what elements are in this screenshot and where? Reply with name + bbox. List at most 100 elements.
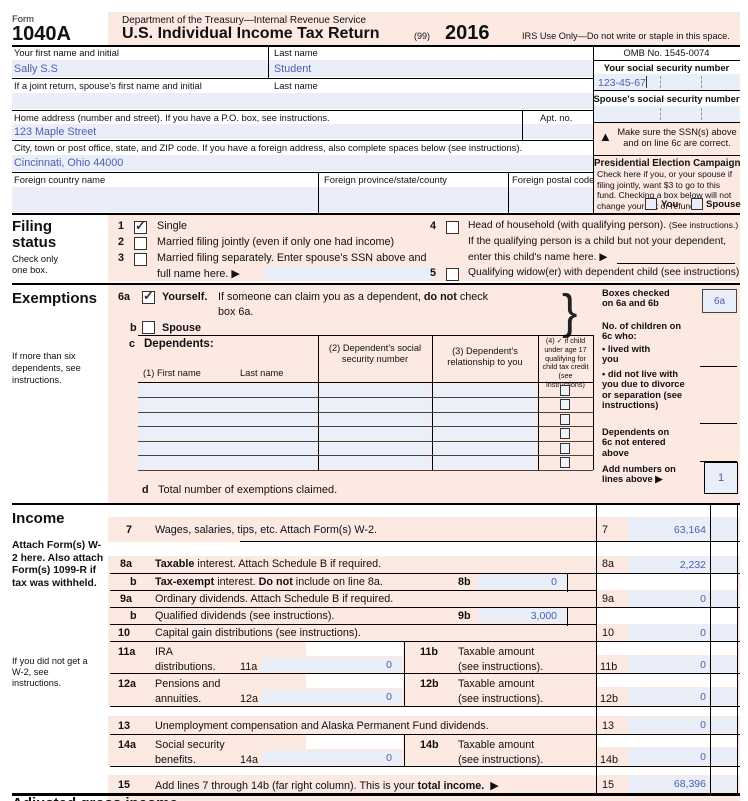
filing-mfs-checkbox[interactable] (134, 253, 147, 266)
amount-field-8b[interactable]: 0 (478, 574, 567, 589)
divider (593, 122, 740, 123)
amount-field-10[interactable]: 0 (628, 624, 737, 641)
pec-you-checkbox[interactable] (645, 198, 657, 210)
dep-child-checkbox[interactable] (560, 399, 570, 410)
line-13-desc: Unemployment compensation and Alaska Per… (155, 720, 489, 732)
first-name-field[interactable]: Sally S.S (14, 63, 58, 75)
dep-child-checkbox[interactable] (560, 457, 570, 468)
dep-child-checkbox[interactable] (560, 428, 570, 439)
amount-field-14a[interactable]: 0 (262, 751, 402, 765)
sidebar-dependents-label: Dependents on 6c not entered above (602, 427, 670, 458)
spouse-exemption-label: Spouse (162, 322, 201, 334)
agency-line: Department of the Treasury—Internal Reve… (122, 15, 367, 26)
col3-header-line2: relationship to you (447, 357, 523, 367)
divider (138, 441, 593, 442)
line-14a-num: 14a (118, 739, 137, 751)
amount-field-11a[interactable]: 0 (262, 658, 402, 672)
spacer (597, 674, 737, 687)
foreign-province-label: Foreign province/state/county (324, 174, 447, 185)
divider (110, 706, 740, 707)
dep-ssn-cell[interactable] (319, 384, 431, 397)
child-name-line[interactable] (617, 263, 735, 264)
amount-field-13[interactable]: 0 (628, 717, 737, 733)
city-field[interactable]: Cincinnati, Ohio 44000 (14, 157, 124, 169)
filing-status-heading: Filing status (12, 218, 57, 251)
dep-relationship-cell[interactable] (433, 398, 537, 411)
line-13-num: 13 (118, 720, 131, 732)
divider (593, 335, 594, 470)
ssn-value[interactable]: 123-45-67 (598, 77, 646, 89)
amount-field-9b[interactable]: 3,000 (478, 608, 567, 623)
dep-relationship-cell[interactable] (433, 456, 537, 469)
dep-relationship-cell[interactable] (433, 384, 537, 397)
last-name-field[interactable]: Student (274, 63, 312, 75)
filing-mfs-label-line2: full name here. ▶ (157, 268, 240, 280)
ssn-field[interactable] (594, 74, 740, 90)
dep-name-cell[interactable] (138, 456, 317, 469)
filing-mfj-checkbox[interactable] (134, 237, 147, 250)
dep-name-cell[interactable] (138, 427, 317, 440)
line-15-ref: 15 (602, 779, 615, 791)
divider (138, 335, 593, 336)
yourself-checkbox[interactable]: ✓ (142, 288, 155, 304)
dep-child-checkbox[interactable] (560, 385, 570, 396)
filing-hoh-checkbox[interactable] (446, 221, 459, 234)
divider (138, 455, 593, 456)
filing-single-checkbox[interactable]: ✓ (134, 218, 147, 234)
dep-ssn-cell[interactable] (319, 442, 431, 455)
divider (110, 766, 740, 767)
line-14b-ref: 14b (600, 754, 619, 766)
divider (318, 335, 319, 470)
amount-field-7[interactable]: 63,164 (628, 518, 737, 541)
dep-ssn-cell[interactable] (319, 456, 431, 469)
dep-child-checkbox[interactable] (560, 443, 570, 454)
dep-relationship-cell[interactable] (433, 413, 537, 426)
dep-name-cell[interactable] (138, 384, 317, 397)
amount-field-9a[interactable]: 0 (628, 590, 737, 607)
amount-field-15[interactable]: 68,396 (628, 776, 737, 792)
foreign-postal-label: Foreign postal code (512, 174, 595, 185)
apt-label: Apt. no. (540, 112, 573, 123)
dep-ssn-cell[interactable] (319, 413, 431, 426)
line-6a-text2: box 6a. (218, 306, 254, 318)
line-6a-num: 6a (118, 291, 131, 303)
divider (318, 172, 319, 213)
divider (522, 110, 523, 140)
dep-relationship-cell[interactable] (433, 442, 537, 455)
divider (593, 90, 740, 91)
divider (138, 426, 593, 427)
line-12b-ref: 12b (600, 693, 619, 705)
divider (110, 641, 740, 642)
divider (596, 505, 597, 793)
pec-you-label: You (661, 199, 679, 210)
line-9a-num: 9a (120, 593, 133, 605)
pec-spouse-checkbox[interactable] (691, 198, 703, 210)
dep-name-cell[interactable] (138, 442, 317, 455)
filing-3-num: 3 (118, 252, 125, 264)
spacer (108, 505, 740, 517)
spouse-checkbox[interactable] (142, 321, 155, 334)
amount-field-12a[interactable]: 0 (262, 690, 402, 704)
dep-name-cell[interactable] (138, 398, 317, 411)
amount-field-12b[interactable]: 0 (628, 688, 737, 705)
dep-child-checkbox[interactable] (560, 414, 570, 425)
dep-ssn-cell[interactable] (319, 427, 431, 440)
form-number: 1040A (12, 23, 71, 45)
dep-name-cell[interactable] (138, 413, 317, 426)
spouse-ssn-field[interactable] (594, 106, 740, 122)
amount-field-14b[interactable]: 0 (628, 748, 737, 765)
ssn-warning-text: Make sure the SSN(s) above and on line 6… (617, 127, 737, 148)
form-title-note: (99) (414, 31, 431, 41)
address-field[interactable]: 123 Maple Street (14, 126, 97, 138)
amount-field-11b[interactable]: 0 (628, 656, 737, 673)
dep-ssn-cell[interactable] (319, 398, 431, 411)
amount-field-8a[interactable]: 2,232 (628, 556, 737, 573)
filing-widow-checkbox[interactable] (446, 268, 459, 281)
divider (404, 673, 405, 706)
spouse-name-field[interactable] (264, 267, 432, 280)
dep-relationship-cell[interactable] (433, 427, 537, 440)
line-15-desc: Add lines 7 through 14b (far right colum… (155, 780, 499, 792)
sidebar-not-lived-label: • did not live with you due to divorce o… (602, 369, 685, 411)
line-8b-ref: 8b (458, 576, 471, 588)
spacer (108, 766, 740, 775)
